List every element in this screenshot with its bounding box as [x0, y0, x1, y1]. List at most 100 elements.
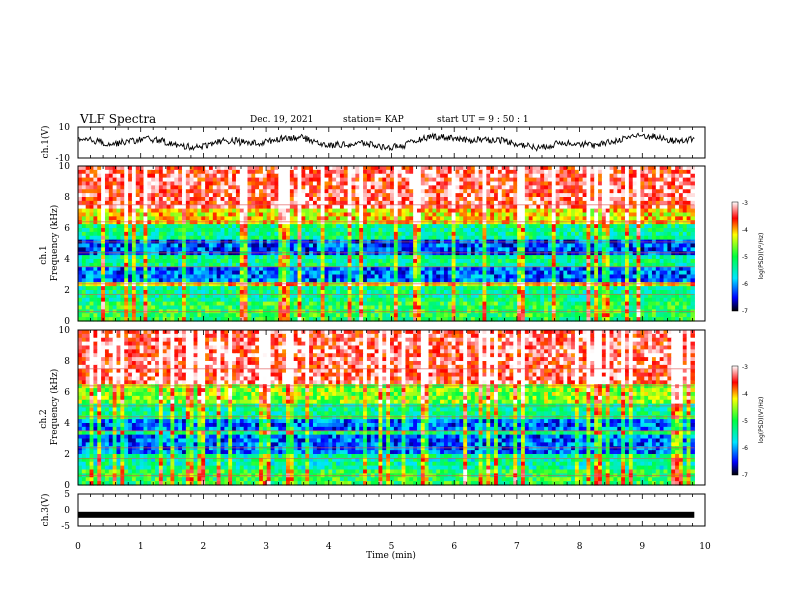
spectrogram-cell: [386, 259, 391, 264]
spectrogram-cell: [409, 247, 414, 252]
spectrogram-cell: [174, 259, 179, 264]
spectrogram-cell: [201, 231, 206, 237]
spectrogram-cell: [532, 169, 537, 175]
spectrogram-cell: [301, 224, 306, 229]
spectrogram-cell: [594, 262, 599, 268]
spectrogram-cell: [505, 212, 511, 217]
spectrogram-cell: [609, 262, 615, 268]
spectrogram-cell: [424, 189, 430, 194]
spectrogram-cell: [243, 282, 249, 287]
spectrogram-cell: [374, 204, 380, 210]
spectrogram-cell: [251, 228, 256, 233]
spectrogram-cell: [347, 282, 353, 287]
spectrogram-cell: [463, 169, 468, 175]
spectrogram-cell: [228, 220, 233, 225]
spectrogram-cell: [528, 193, 534, 198]
spectrogram-cell: [193, 166, 199, 171]
spectrogram-cell: [343, 189, 349, 194]
spectrogram-cell: [320, 228, 326, 233]
spectrogram-cell: [270, 278, 276, 283]
spectrogram-cell: [301, 255, 306, 260]
spectrogram-cell: [316, 243, 322, 248]
spectrogram-cell: [659, 274, 665, 279]
spectrogram-cell: [428, 270, 433, 276]
spectrogram-cell: [393, 228, 399, 233]
spectrogram-cell: [312, 173, 318, 179]
spectrogram-cell: [174, 181, 179, 186]
spectrogram-cell: [312, 243, 318, 248]
spectrogram-cell: [85, 193, 91, 198]
spectrogram-cell: [278, 266, 283, 272]
spectrogram-cell: [255, 197, 260, 202]
spectrogram-cell: [655, 243, 661, 248]
spectrogram-cell: [586, 247, 591, 252]
spectrogram-cell: [655, 255, 661, 260]
spectrogram-cell: [262, 173, 268, 179]
spectrogram-cell: [540, 251, 545, 256]
spectrogram-cell: [216, 243, 222, 248]
spectrogram-cell: [139, 200, 145, 206]
spectrogram-cell: [563, 259, 568, 264]
spectrogram-cell: [359, 262, 364, 268]
spectrogram-cell: [297, 173, 303, 179]
spectrogram-cell: [501, 243, 507, 248]
spectrogram-cell: [443, 208, 449, 214]
spectrogram-cell: [675, 228, 680, 233]
spectrogram-cell: [297, 181, 303, 186]
spectrogram-cell: [390, 181, 395, 186]
spectrogram-cell: [678, 274, 684, 279]
spectrogram-cell: [224, 247, 229, 252]
spectrogram-cell: [490, 200, 495, 206]
spectrogram-cell: [370, 193, 376, 198]
spectrogram-cell: [455, 181, 460, 186]
spectrogram-cell: [436, 243, 441, 248]
spectrogram-cell: [259, 224, 264, 229]
spectrogram-cell: [405, 197, 410, 202]
spectrogram-cell: [436, 200, 441, 206]
spectrogram-cell: [259, 282, 264, 287]
spectrogram-cell: [513, 169, 518, 175]
spectrogram-cell: [451, 177, 457, 183]
spectrogram-cell: [170, 282, 175, 287]
spectrogram-cell: [625, 220, 630, 225]
spectrogram-cell: [251, 197, 256, 202]
spectrogram-cell: [101, 181, 106, 186]
spectrogram-cell: [517, 204, 522, 210]
spectrogram-cell: [262, 197, 268, 202]
spectrogram-cell: [682, 177, 688, 183]
spectrogram-cell: [255, 177, 260, 183]
spectrogram-cell: [158, 216, 164, 221]
spectrogram-cell: [390, 231, 395, 237]
spectrogram-cell: [289, 185, 295, 190]
spectrogram-cell: [651, 220, 657, 225]
spectrogram-cell: [316, 274, 322, 279]
spectrogram-cell: [228, 185, 233, 190]
spectrogram-cell: [551, 270, 557, 276]
spectrogram-cell: [370, 185, 376, 190]
spectrogram-cell: [293, 177, 299, 183]
spectrogram-cell: [147, 208, 152, 214]
spectrogram-cell: [428, 259, 433, 264]
spectrogram-cell: [509, 200, 514, 206]
spectrogram-cell: [521, 216, 526, 221]
spectrogram-cell: [193, 189, 199, 194]
spectrogram-cell: [501, 169, 507, 175]
spectrogram-cell: [251, 243, 256, 248]
spectrogram-cell: [463, 262, 468, 268]
spectrogram-cell: [382, 166, 387, 171]
spectrogram-cell: [486, 259, 491, 264]
spectrogram-cell: [189, 262, 195, 268]
spectrogram-cell: [104, 274, 110, 279]
spectrogram-cell: [363, 208, 368, 214]
spectrogram-cell: [470, 181, 476, 186]
spectrogram-cell: [135, 270, 141, 276]
spectrogram-cell: [482, 204, 487, 210]
spectrogram-cell: [235, 231, 241, 237]
spectrogram-cell: [85, 220, 91, 225]
spectrogram-cell: [594, 247, 599, 252]
spectrogram-cell: [420, 204, 426, 210]
spectrogram-cell: [228, 228, 233, 233]
spectrogram-cell: [370, 166, 376, 171]
spectrogram-cell: [547, 228, 553, 233]
spectrogram-cell: [440, 204, 445, 210]
